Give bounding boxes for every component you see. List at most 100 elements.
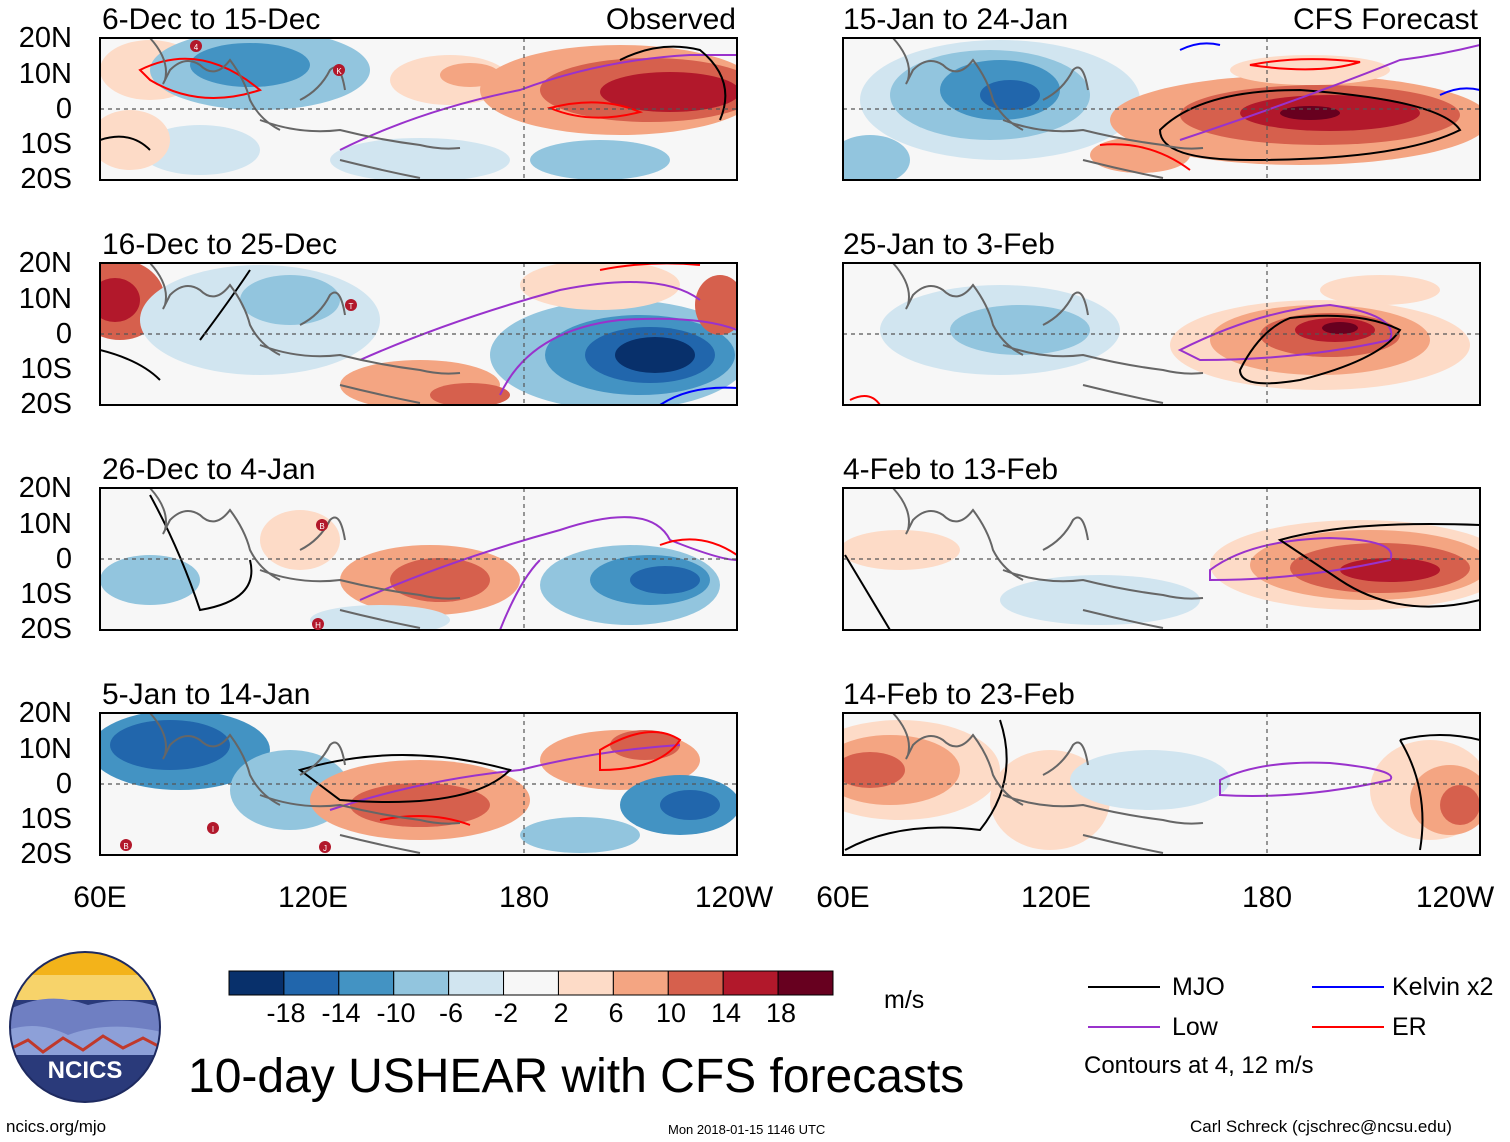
lat-label: 10N (18, 58, 72, 90)
lat-label: 20S (20, 388, 72, 420)
lat-label: 20N (18, 697, 72, 729)
svg-text:B: B (123, 842, 128, 851)
colorbar-swatch (448, 970, 505, 996)
lon-label: 180 (1241, 881, 1293, 914)
colorbar-label: -14 (321, 998, 361, 1028)
panel-frames (99, 37, 1481, 856)
footer-timestamp: Mon 2018-01-15 1146 UTC (668, 1122, 826, 1137)
legend-swatch-er (1312, 1026, 1384, 1028)
map-observed-4 (100, 713, 737, 855)
lon-label: 60E (73, 881, 127, 914)
svg-text:4: 4 (194, 43, 199, 52)
units-label: m/s (884, 986, 925, 1014)
colorbar-swatch (667, 970, 724, 996)
colorbar-swatch (393, 970, 450, 996)
colorbar-swatch (503, 970, 559, 996)
svg-text:B: B (319, 522, 324, 531)
panel-title: 15-Jan to 24-Jan (843, 3, 1069, 36)
colorbar-swatch (283, 970, 340, 996)
lon-label: 120W (1415, 881, 1495, 914)
storm-marker-I: I (207, 822, 219, 834)
colorbar-label: 6 (608, 998, 624, 1028)
storm-marker-B: B (316, 519, 328, 531)
lat-label: 10S (20, 128, 72, 160)
legend-swatch-kelvin (1312, 986, 1384, 988)
svg-text:T: T (349, 302, 354, 311)
map-forecast-4 (843, 713, 1480, 855)
storm-marker-B2: B (120, 839, 132, 851)
coastlines (149, 37, 1204, 854)
svg-text:J: J (323, 844, 327, 853)
colorbar (228, 970, 834, 996)
colorbar-swatch (228, 970, 285, 996)
lat-label: 20S (20, 838, 72, 870)
panel-title: 6-Dec to 15-Dec (102, 3, 321, 36)
legend-label-er: ER (1392, 1013, 1427, 1041)
storm-marker-T: T (345, 299, 357, 311)
lat-label: 20N (18, 247, 72, 279)
storm-marker-K: K (333, 64, 345, 76)
colorbar-label: -2 (493, 998, 518, 1028)
legend-swatch-mjo (1088, 986, 1160, 988)
lat-label: 0 (55, 93, 72, 125)
panel-title: 5-Jan to 14-Jan (102, 678, 311, 711)
colorbar-swatch (612, 970, 669, 996)
contour-note: Contours at 4, 12 m/s (1084, 1052, 1314, 1079)
lon-label: 60E (816, 881, 870, 914)
colorbar-label: -10 (376, 998, 416, 1028)
forecast-label: CFS Forecast (1292, 3, 1478, 36)
storm-marker-J: J (319, 841, 331, 853)
legend-swatch-low (1088, 1026, 1160, 1028)
legend-label-kelvin: Kelvin x2 (1392, 973, 1494, 1001)
panel-title: 14-Feb to 23-Feb (843, 678, 1075, 711)
colorbar-swatch (777, 970, 834, 996)
svg-text:H: H (315, 621, 321, 630)
lon-label: 120W (694, 881, 774, 914)
storm-marker-H: H (312, 618, 324, 630)
panel-title: 26-Dec to 4-Jan (102, 453, 316, 486)
lon-label: 180 (498, 881, 550, 914)
map-observed-3 (100, 488, 737, 630)
lat-label: 10N (18, 283, 72, 315)
lat-label: 10N (18, 508, 72, 540)
legend-label-low: Low (1172, 1013, 1218, 1041)
map-forecast-1 (843, 38, 1480, 180)
storm-markers: 4 K T B H B I J (120, 40, 357, 853)
map-observed-1 (100, 38, 737, 180)
observed-label: Observed (605, 3, 736, 36)
svg-text:I: I (212, 825, 214, 834)
lat-label: 0 (55, 543, 72, 575)
footer-author: Carl Schreck (cjschrec@ncsu.edu) (1190, 1117, 1452, 1136)
figure-title: 10-day USHEAR with CFS forecasts (188, 1050, 965, 1103)
panel-title: 25-Jan to 3-Feb (843, 228, 1055, 261)
colorbar-label: -6 (438, 998, 463, 1028)
lat-label: 10S (20, 803, 72, 835)
map-forecast-2 (843, 263, 1480, 405)
lat-label: 20N (18, 22, 72, 54)
colorbar-label: 18 (765, 998, 797, 1028)
panel-title: 4-Feb to 13-Feb (843, 453, 1059, 486)
footer-url[interactable]: ncics.org/mjo (6, 1117, 107, 1136)
colorbar-label: 10 (655, 998, 687, 1028)
colorbar-label: 14 (710, 998, 742, 1028)
legend-label-mjo: MJO (1172, 973, 1225, 1001)
panel-title: 16-Dec to 25-Dec (102, 228, 338, 261)
colorbar-swatch (722, 970, 779, 996)
lat-label: 10N (18, 733, 72, 765)
lat-label: 10S (20, 578, 72, 610)
lon-label: 120E (1020, 881, 1092, 914)
reference-lines (100, 38, 1480, 855)
colorbar-label: -18 (266, 998, 306, 1028)
map-observed-2 (100, 263, 737, 405)
ncics-logo: NCICS (9, 951, 161, 1103)
lat-label: 0 (55, 768, 72, 800)
lat-label: 10S (20, 353, 72, 385)
lon-label: 120E (277, 881, 349, 914)
lat-label: 0 (55, 318, 72, 350)
colorbar-swatch (557, 970, 614, 996)
colorbar-swatch (338, 970, 395, 996)
svg-text:K: K (336, 67, 342, 76)
lat-label: 20S (20, 163, 72, 195)
colorbar-label: 2 (553, 998, 569, 1028)
